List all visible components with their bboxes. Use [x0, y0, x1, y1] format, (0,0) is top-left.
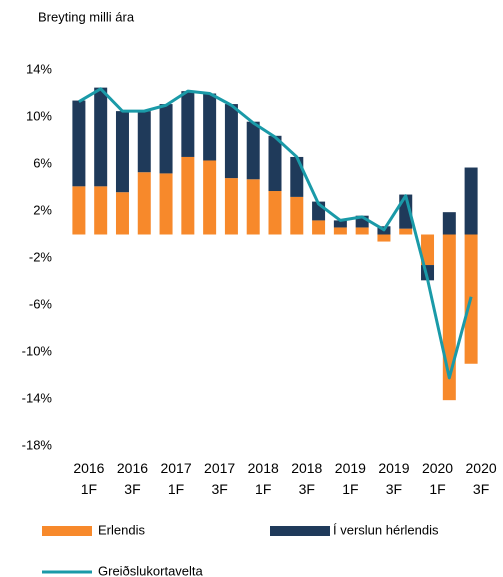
bar: [333, 227, 347, 235]
legend-swatch: [42, 526, 92, 536]
y-tick-label: 14%: [26, 61, 52, 76]
legend-label: Erlendis: [98, 522, 145, 537]
bar: [203, 160, 217, 235]
y-tick-label: -10%: [22, 343, 53, 358]
bar: [355, 215, 369, 228]
bar: [203, 93, 217, 161]
y-tick-label: 10%: [26, 108, 52, 123]
x-tick-label: 2019 3F: [378, 460, 410, 497]
bar: [224, 178, 238, 235]
bar: [290, 196, 304, 235]
y-tick-label: 2%: [33, 202, 52, 217]
bar: [421, 234, 435, 266]
x-tick-label: 2018 3F: [291, 460, 323, 497]
bar: [399, 228, 413, 235]
y-tick-label: 6%: [33, 155, 52, 170]
bar: [246, 179, 260, 235]
bar: [312, 220, 326, 235]
y-tick-label: -14%: [22, 390, 53, 405]
bar: [159, 104, 173, 174]
bar: [115, 192, 129, 235]
y-axis-label: Breyting milli ára: [38, 9, 135, 24]
x-tick-label: 2016 1F: [73, 460, 105, 497]
x-tick-label: 2018 1F: [247, 460, 279, 497]
bar: [137, 111, 151, 173]
bar: [333, 220, 347, 228]
bar: [137, 172, 151, 235]
bar: [268, 135, 282, 192]
y-tick-label: -2%: [29, 249, 53, 264]
bar: [377, 234, 391, 242]
y-tick-label: -18%: [22, 437, 53, 452]
bar: [268, 191, 282, 235]
bar: [224, 104, 238, 179]
x-tick-label: 2016 3F: [116, 460, 149, 497]
bar: [159, 173, 173, 235]
x-tick-label: 2020 1F: [421, 460, 454, 497]
bar: [464, 167, 478, 235]
bar: [246, 121, 260, 180]
bar: [355, 227, 369, 235]
x-tick-label: 2017 1F: [160, 460, 192, 497]
bar: [72, 100, 86, 187]
y-tick-label: -6%: [29, 296, 53, 311]
bar: [72, 186, 86, 235]
bar: [94, 87, 108, 187]
bar: [181, 156, 195, 235]
bar: [442, 212, 456, 235]
line: [78, 87, 473, 380]
x-tick-label: 2020 3F: [465, 460, 497, 497]
x-tick-label: 2019 1F: [334, 460, 366, 497]
x-tick-label: 2017 3F: [204, 460, 236, 497]
legend-label: Greiðslukortavelta: [98, 563, 204, 577]
legend-label: Í verslun hérlendis: [333, 522, 439, 537]
bar: [94, 186, 108, 235]
legend-swatch: [270, 526, 330, 536]
bar: [290, 156, 304, 197]
bar: [181, 91, 195, 157]
bar: [115, 111, 129, 193]
